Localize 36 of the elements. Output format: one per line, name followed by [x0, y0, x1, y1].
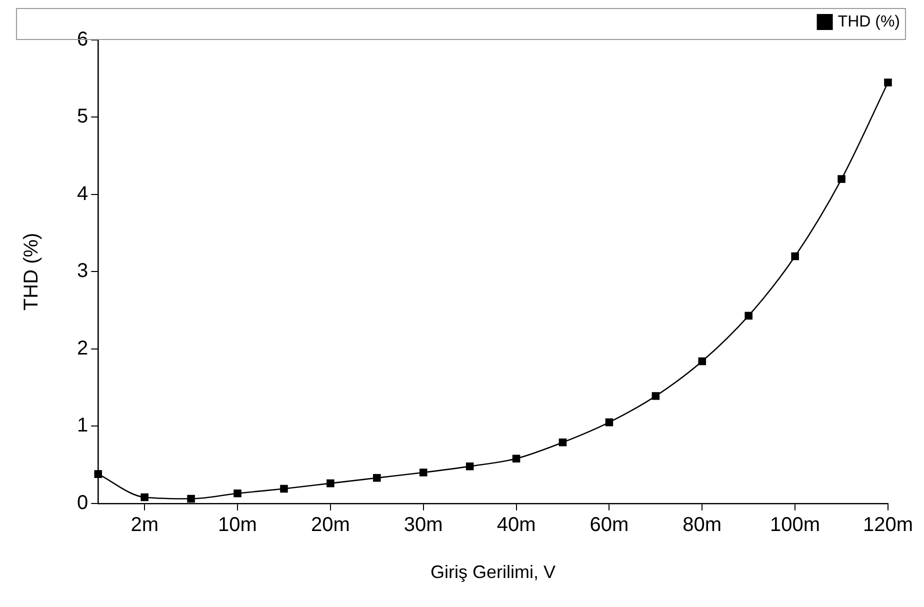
y-axis-title: THD (%) [20, 232, 43, 311]
x-tick-label: 30m [404, 514, 443, 536]
y-tick-label: 1 [77, 414, 88, 437]
x-tick-label: 120m [862, 514, 913, 536]
point [419, 468, 428, 476]
point [373, 474, 381, 482]
x-tick-label: 60m [590, 514, 629, 536]
point [698, 357, 706, 366]
y-tick-label: 3 [77, 260, 88, 282]
x-tick-label: 40m [496, 514, 536, 536]
point [187, 494, 195, 503]
x-tick-label: 20m [310, 514, 350, 536]
y-tick-label: 4 [77, 182, 88, 205]
x-tick-label: 100m [770, 514, 820, 536]
point [234, 489, 242, 498]
point [466, 462, 474, 470]
point [326, 479, 334, 488]
point [280, 484, 288, 493]
point [140, 493, 148, 502]
x-tick-label: 80m [682, 514, 722, 536]
point [652, 392, 660, 400]
point [791, 252, 799, 260]
x-tick-label: 10m [218, 514, 257, 536]
point [884, 78, 892, 86]
legend-label: THD (%) [838, 13, 900, 30]
y-tick-label: 2 [77, 337, 88, 360]
point [838, 175, 846, 183]
point [744, 312, 752, 320]
y-tick-label: 5 [77, 106, 88, 128]
point [605, 418, 614, 426]
x-tick-label: 2m [130, 514, 158, 536]
point [512, 454, 520, 462]
x-axis-title: Giriş Gerilimi, V [430, 562, 556, 582]
y-tick-label: 0 [77, 492, 88, 514]
point [94, 470, 102, 478]
point [558, 438, 567, 446]
